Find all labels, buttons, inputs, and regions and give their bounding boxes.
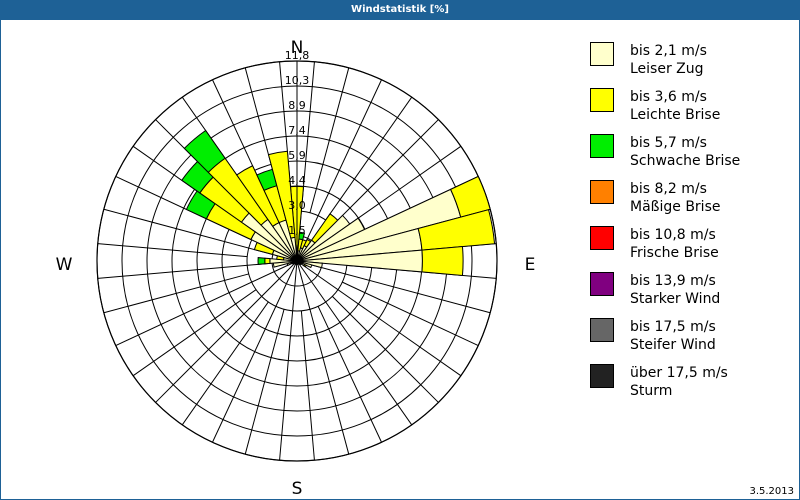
rose-bar-segment [257,257,266,265]
compass-n: N [291,38,304,58]
legend-label: Leichte Brise [630,107,721,123]
legend-label: Sturm [630,383,673,399]
wind-rose-chart: 1,5 3,0 4,4 5,9 7,4 8,9 10,3 11,8N E S W [56,38,536,499]
legend-item: bis 13,9 m/s Starker Wind [590,272,790,318]
compass-e: E [525,255,536,275]
legend-range: bis 10,8 m/s [630,227,716,243]
legend-range: bis 5,7 m/s [630,135,707,151]
legend-swatch [590,226,614,250]
legend-range: über 17,5 m/s [630,365,728,381]
legend-swatch [590,42,614,66]
rose-bar-segment [417,209,496,251]
legend-item: über 17,5 m/s Sturm [590,364,790,410]
ring-label: 10,3 [285,74,310,87]
rose-bar-segment [421,245,464,277]
ring-label: 11,8 [285,49,310,62]
legend-item: bis 17,5 m/s Steifer Wind [590,318,790,364]
compass-w: W [56,255,73,275]
ring-label: 1,5 [288,224,306,237]
date-label: 3.5.2013 [749,486,794,497]
legend-item: bis 5,7 m/s Schwache Brise [590,134,790,180]
ring-label: 3,0 [288,199,306,212]
rose-bar-segment [264,257,271,265]
legend: bis 2,1 m/s Leiser Zug bis 3,6 m/s Leichte… [590,42,790,410]
ring-label: 5,9 [288,149,306,162]
rose-bar-segment [236,165,280,227]
legend-label: Schwache Brise [630,153,741,169]
legend-label: Frische Brise [630,245,719,261]
legend-item: bis 3,6 m/s Leichte Brise [590,88,790,134]
rose-bar-segment [449,175,491,218]
ring-label: 4,4 [288,174,306,187]
chart-title: Windstatistik [%] [0,0,800,20]
ring-label: 7,4 [288,124,306,137]
ring-label: 8,9 [288,99,306,112]
legend-range: bis 3,6 m/s [630,89,707,105]
legend-swatch [590,180,614,204]
compass-s: S [292,479,303,499]
legend-item: bis 2,1 m/s Leiser Zug [590,42,790,88]
legend-range: bis 13,9 m/s [630,273,716,289]
legend-item: bis 8,2 m/s Mäßige Brise [590,180,790,226]
rose-bar-segment [183,129,226,174]
legend-range: bis 8,2 m/s [630,181,707,197]
rose-bar-segment [303,263,307,268]
legend-label: Starker Wind [630,291,721,307]
legend-swatch [590,272,614,296]
rose-bar-segment [267,150,296,239]
legend-swatch [590,134,614,158]
legend-range: bis 2,1 m/s [630,43,707,59]
legend-range: bis 17,5 m/s [630,319,716,335]
legend-swatch [590,364,614,388]
legend-label: Steifer Wind [630,337,716,353]
legend-label: Mäßige Brise [630,199,721,215]
legend-swatch [590,88,614,112]
legend-swatch [590,318,614,342]
legend-item: bis 10,8 m/s Frische Brise [590,226,790,272]
legend-label: Leiser Zug [630,61,704,77]
rose-bar-segment [298,231,306,241]
